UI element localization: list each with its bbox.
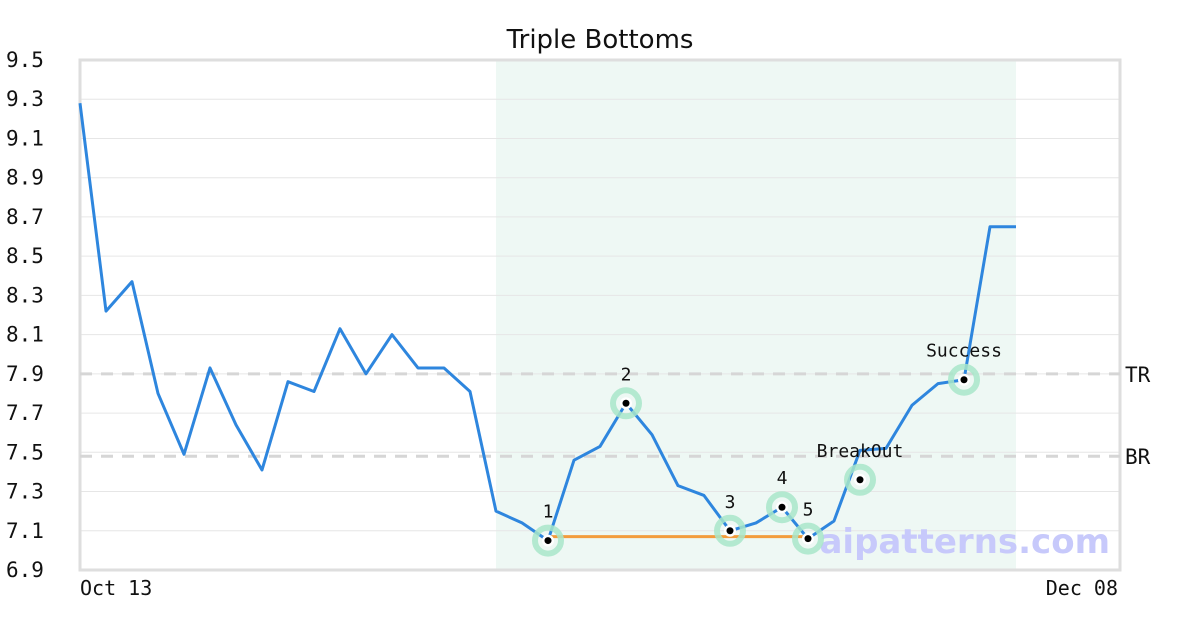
marker-dot-1 (544, 537, 552, 545)
marker-label-1: 1 (543, 502, 554, 523)
y-tick-label: 7.9 (6, 362, 44, 386)
marker-dot-3 (726, 527, 734, 535)
marker-halo-breakout (844, 463, 876, 496)
pattern-region (496, 60, 1016, 570)
x-tick-label-end: Dec 08 (1046, 576, 1118, 600)
plot-frame (78, 58, 1122, 572)
y-tick-label: 9.3 (6, 87, 44, 111)
y-tick-label: 9.5 (6, 48, 44, 72)
y-tick-label: 6.9 (6, 558, 44, 582)
marker-dot-breakout (856, 476, 864, 484)
y-tick-label: 8.9 (6, 166, 44, 190)
marker-dot-5 (804, 535, 812, 543)
marker-dot-2 (622, 399, 630, 407)
marker-dot-success (960, 376, 968, 384)
marker-halo-3 (714, 514, 746, 547)
marker-dot-4 (778, 503, 786, 511)
marker-halo-success (948, 363, 980, 396)
y-tick-label: 7.1 (6, 519, 44, 543)
y-tick-label: 8.5 (6, 244, 44, 268)
marker-halo-5 (792, 522, 824, 555)
y-tick-label: 8.1 (6, 323, 44, 347)
marker-label-2: 2 (621, 364, 632, 385)
y-tick-label: 9.1 (6, 126, 44, 150)
marker-label-success: Success (926, 341, 1002, 362)
marker-halo-4 (766, 491, 798, 524)
marker-halo-2 (610, 387, 642, 420)
watermark: aipatterns.com (819, 522, 1110, 562)
level-label-br: BR (1125, 445, 1151, 469)
y-tick-label: 8.3 (6, 283, 44, 307)
y-tick-label: 8.7 (6, 205, 44, 229)
marker-label-breakout: BreakOut (817, 441, 904, 462)
y-tick-label: 7.7 (6, 401, 44, 425)
chart-title: Triple Bottoms (506, 25, 694, 55)
marker-label-5: 5 (803, 500, 814, 521)
marker-label-3: 3 (725, 492, 736, 513)
marker-halo-1 (532, 524, 564, 557)
y-tick-label: 7.3 (6, 480, 44, 504)
level-label-tr: TR (1125, 363, 1151, 387)
y-tick-label: 7.5 (6, 440, 44, 464)
x-tick-label-start: Oct 13 (80, 576, 152, 600)
marker-label-4: 4 (777, 468, 788, 489)
